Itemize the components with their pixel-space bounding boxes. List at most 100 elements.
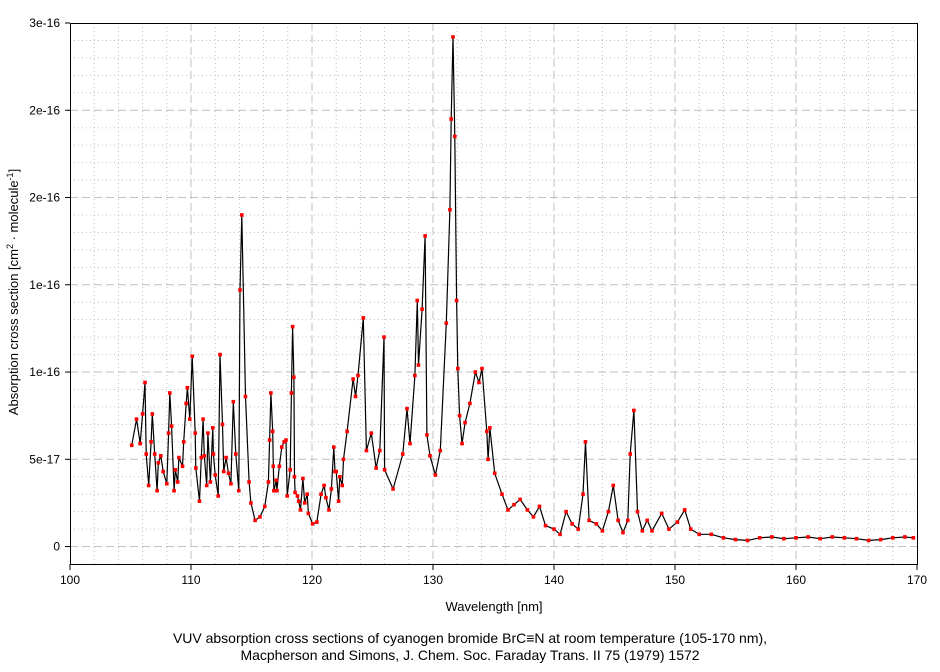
data-point — [600, 529, 605, 533]
y-tick-label: 2e-16 — [29, 191, 60, 205]
data-point — [187, 417, 192, 421]
data-point — [606, 509, 611, 514]
y-tick-label: 1e-16 — [29, 278, 60, 292]
data-point — [277, 464, 282, 469]
data-point — [155, 488, 159, 493]
data-point — [172, 488, 176, 493]
data-point — [284, 438, 288, 442]
data-point — [208, 480, 213, 484]
data-point — [460, 441, 464, 446]
data-point — [292, 375, 296, 380]
data-point — [197, 499, 202, 503]
data-point — [518, 497, 522, 502]
plot-frame — [70, 23, 918, 565]
data-point — [180, 464, 185, 469]
y-tick-label: 2e-16 — [29, 103, 60, 117]
data-point — [175, 480, 180, 484]
data-point — [433, 473, 438, 477]
data-point — [146, 483, 151, 488]
data-point — [444, 321, 449, 325]
data-point — [537, 504, 542, 509]
data-point — [456, 366, 460, 371]
x-tick-label: 140 — [544, 573, 564, 587]
data-point — [306, 511, 311, 516]
data-point — [733, 537, 738, 542]
data-point — [210, 426, 215, 430]
data-point — [632, 408, 636, 413]
data-point — [274, 478, 279, 483]
data-point — [682, 508, 687, 512]
data-point — [168, 391, 172, 395]
data-point — [288, 467, 293, 472]
data-point — [369, 431, 374, 435]
data-point — [477, 380, 481, 385]
data-point — [594, 522, 599, 526]
data-point — [709, 532, 714, 537]
data-point — [340, 483, 345, 488]
data-point — [150, 412, 155, 416]
data-point — [794, 536, 798, 540]
data-point — [878, 537, 883, 542]
data-point — [269, 391, 273, 395]
y-axis-label: Absorption cross section [cm2 · molecule… — [5, 169, 21, 415]
data-point — [486, 457, 490, 462]
data-point — [570, 522, 574, 526]
data-point — [626, 518, 630, 523]
data-point — [587, 518, 591, 523]
y-tick-label: 5e-17 — [29, 452, 60, 466]
data-point — [400, 452, 405, 456]
data-point — [512, 502, 516, 507]
data-point — [226, 471, 231, 476]
data-point — [221, 469, 226, 474]
data-point — [640, 529, 645, 533]
data-point — [218, 352, 222, 357]
data-point — [184, 401, 188, 406]
data-point — [231, 399, 236, 404]
data-point — [169, 424, 174, 428]
caption-line-2: Macpherson and Simons, J. Chem. Soc. Far… — [240, 647, 700, 663]
data-point — [452, 134, 457, 139]
data-point — [134, 417, 139, 421]
data-point — [181, 440, 186, 444]
data-point — [745, 538, 750, 543]
x-tick-label: 160 — [786, 573, 806, 587]
data-point — [327, 508, 331, 512]
data-point — [806, 535, 810, 539]
x-tick-label: 120 — [302, 573, 322, 587]
data-point — [329, 487, 334, 491]
data-point — [377, 448, 382, 453]
data-point — [830, 535, 835, 539]
data-point — [353, 394, 358, 399]
data-point — [361, 316, 366, 320]
data-point — [220, 422, 225, 427]
data-point — [211, 452, 216, 456]
x-tick-label: 150 — [665, 573, 685, 587]
data-point — [129, 443, 134, 448]
data-point — [468, 401, 472, 406]
data-point — [364, 448, 369, 453]
data-point — [177, 455, 181, 460]
data-point — [305, 492, 309, 496]
x-tick-label: 170 — [907, 573, 927, 587]
data-point — [193, 431, 198, 435]
data-point — [416, 363, 421, 367]
data-point — [253, 518, 257, 523]
data-point — [161, 469, 165, 474]
data-point — [854, 536, 859, 541]
data-point — [628, 452, 633, 456]
data-point — [158, 454, 163, 458]
data-point — [165, 481, 169, 486]
data-point — [143, 380, 147, 385]
data-point — [488, 426, 492, 430]
data-point — [423, 234, 427, 238]
data-point — [770, 535, 774, 539]
data-point — [583, 440, 588, 444]
data-point — [206, 431, 210, 435]
data-point — [782, 536, 786, 541]
data-point — [247, 480, 251, 484]
data-point — [166, 431, 171, 435]
axes — [70, 23, 918, 565]
data-point — [285, 494, 289, 498]
data-point — [420, 307, 424, 312]
data-point — [428, 454, 432, 458]
